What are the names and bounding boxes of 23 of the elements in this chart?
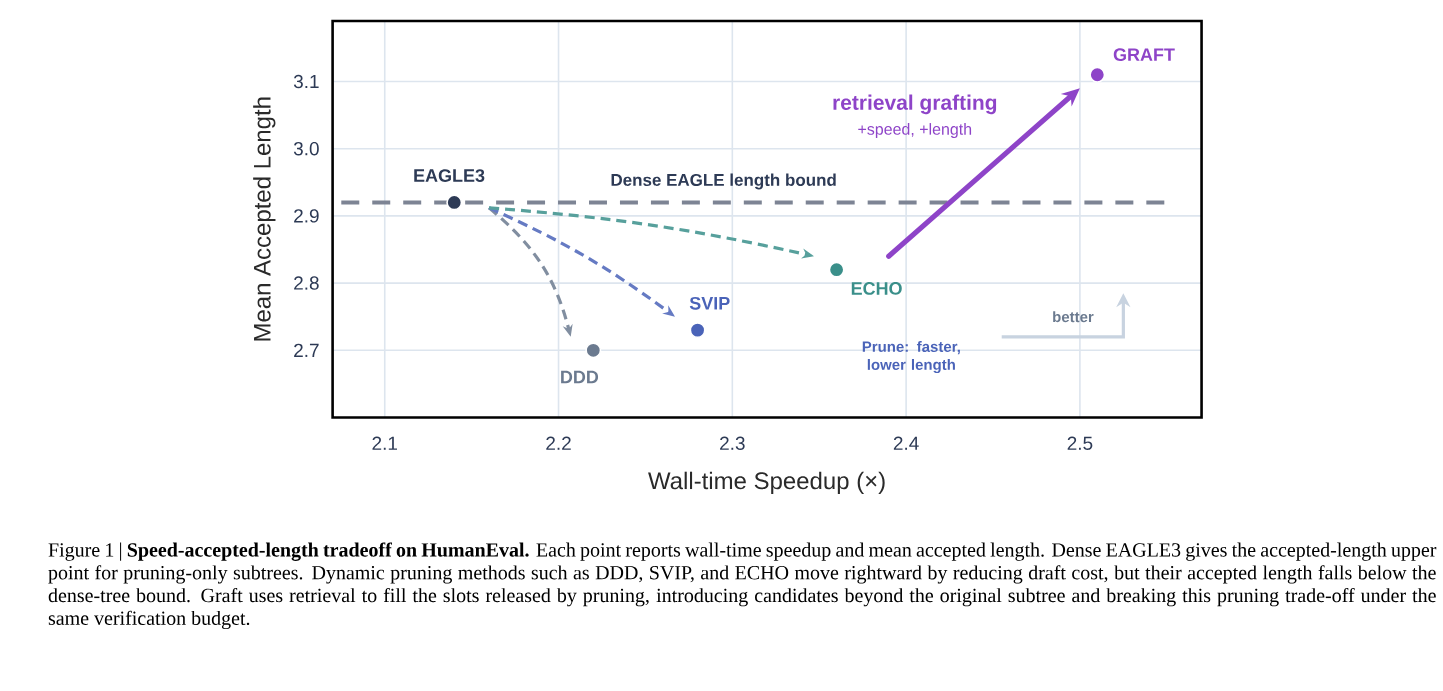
y-tick-label: 3.0 [293, 141, 319, 156]
annotation: Prune: faster, lower length [862, 340, 960, 373]
y-tick-label: 2.8 [294, 276, 319, 290]
y-axis-title: Mean Accepted Length [253, 97, 276, 341]
annotation: better [1053, 311, 1094, 323]
series-label: DDD [561, 370, 599, 384]
x-axis-title: Wall-time Speedup (×) [648, 471, 885, 494]
series-label: SVIP [689, 296, 730, 310]
annotation: retrieval grafting [833, 94, 997, 115]
series-label: GRAFT [1113, 48, 1175, 61]
series-label: ECHO [851, 281, 902, 295]
x-tick-label: 2.3 [720, 436, 745, 450]
y-tick-label: 2.7 [294, 343, 319, 357]
x-tick-label: 2.4 [893, 436, 919, 450]
y-tick-label: 3.1 [293, 74, 319, 89]
x-tick-label: 2.1 [372, 436, 397, 450]
x-tick-label: 2.5 [1067, 436, 1093, 450]
ref-line-label: Dense EAGLE length bound [611, 173, 836, 190]
caption: Figure 1 | Speed-accepted-length tradeoff on HumanEval. Each point reports wall-time speedup and mean accepted length. Dense EAGLE3 gives the accepted-length upper point for pruning-only subtrees. Dynamic pruning methods such as DDD, SVIP, and ECHO move rightward by reducing draft cost, but their accepted length falls below the dense-tree bound. Graft uses retrieval to fill the slots released by pruning, introducing candidates beyond the original subtree and breaking this pruning trade-off under the same verification budget. [48, 542, 1437, 630]
series-label: EAGLE3 [414, 169, 485, 182]
y-tick-label: 2.9 [294, 209, 319, 223]
x-tick-label: 2.2 [546, 436, 571, 450]
annotation: +speed, +length [858, 123, 972, 138]
